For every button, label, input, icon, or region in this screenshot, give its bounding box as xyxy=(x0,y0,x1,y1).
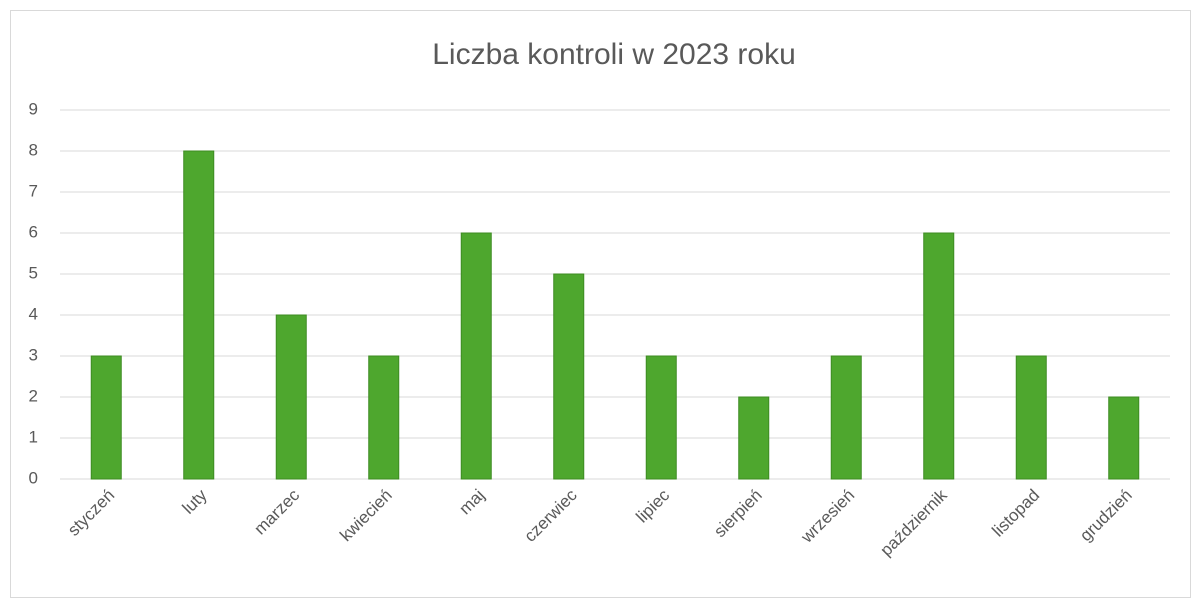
bar xyxy=(830,355,862,480)
y-tick-label: 5 xyxy=(29,263,38,282)
bar xyxy=(1015,355,1047,480)
y-tick-label: 4 xyxy=(29,304,38,323)
y-tick-label: 9 xyxy=(29,99,38,118)
y-tick-label: 2 xyxy=(29,386,38,405)
bar xyxy=(368,355,400,480)
bar xyxy=(645,355,677,480)
y-tick-label: 0 xyxy=(29,468,38,487)
y-tick-label: 3 xyxy=(29,345,38,364)
bar xyxy=(553,273,585,480)
chart-title: Liczba kontroli w 2023 roku xyxy=(432,38,796,71)
bar xyxy=(90,355,122,480)
bar xyxy=(738,396,770,480)
y-tick-label: 6 xyxy=(29,222,38,241)
y-tick-label: 7 xyxy=(29,181,38,200)
y-tick-label: 1 xyxy=(29,427,38,446)
y-tick-label: 8 xyxy=(29,140,38,159)
bar xyxy=(275,314,307,480)
bar xyxy=(460,232,492,480)
bar xyxy=(183,150,215,480)
bar xyxy=(1108,396,1140,480)
bar xyxy=(923,232,955,480)
